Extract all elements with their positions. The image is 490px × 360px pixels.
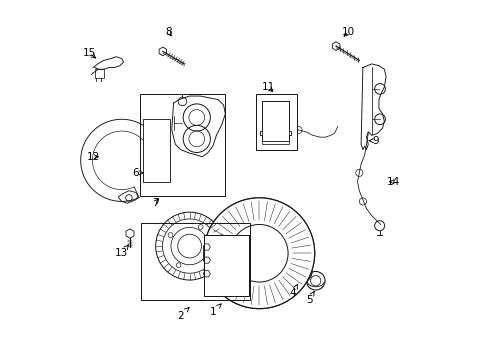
Bar bbox=[262, 102, 289, 144]
Text: 6: 6 bbox=[133, 168, 143, 178]
Circle shape bbox=[230, 224, 288, 282]
Text: 11: 11 bbox=[262, 82, 275, 92]
Bar bbox=[143, 119, 170, 182]
Text: 8: 8 bbox=[165, 27, 172, 37]
Text: 7: 7 bbox=[152, 198, 159, 208]
Bar bbox=[95, 69, 104, 78]
Text: 10: 10 bbox=[342, 27, 355, 37]
Bar bbox=[140, 94, 225, 196]
Text: 15: 15 bbox=[83, 48, 96, 58]
Text: 2: 2 bbox=[177, 307, 189, 321]
Text: 5: 5 bbox=[306, 292, 314, 305]
Bar bbox=[142, 223, 250, 300]
Text: 3: 3 bbox=[238, 263, 245, 276]
Circle shape bbox=[204, 198, 315, 309]
Text: 12: 12 bbox=[87, 152, 100, 162]
Text: 1: 1 bbox=[210, 304, 221, 317]
Text: 9: 9 bbox=[369, 136, 379, 146]
Text: 4: 4 bbox=[290, 284, 297, 297]
Text: 13: 13 bbox=[115, 245, 128, 258]
Bar bbox=[204, 235, 248, 296]
Text: 14: 14 bbox=[387, 177, 400, 187]
Bar bbox=[256, 94, 297, 150]
